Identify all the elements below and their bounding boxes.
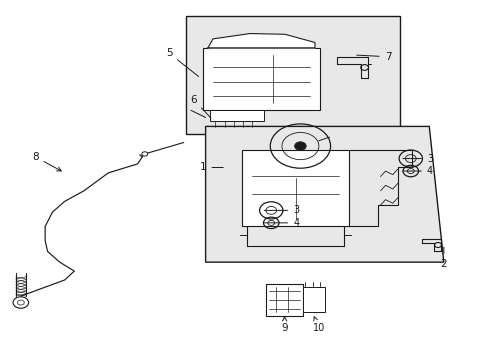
Bar <box>203 48 319 111</box>
Polygon shape <box>205 126 443 262</box>
Bar <box>210 110 264 121</box>
Text: 6: 6 <box>190 95 210 118</box>
Text: 4: 4 <box>402 166 432 176</box>
Bar <box>186 16 399 134</box>
Circle shape <box>294 142 305 150</box>
Text: 9: 9 <box>281 317 287 333</box>
Text: 7: 7 <box>356 52 390 62</box>
Bar <box>266 284 302 316</box>
Text: 5: 5 <box>165 48 198 76</box>
Text: 3: 3 <box>264 205 299 215</box>
Text: 10: 10 <box>312 317 324 333</box>
Text: 8: 8 <box>32 152 61 171</box>
Bar <box>242 150 348 226</box>
Polygon shape <box>207 33 314 48</box>
Text: 1: 1 <box>200 162 223 172</box>
Bar <box>302 287 324 312</box>
Text: 3: 3 <box>402 154 432 163</box>
Text: 2: 2 <box>440 247 446 269</box>
Circle shape <box>142 152 147 156</box>
Text: 4: 4 <box>264 218 299 228</box>
